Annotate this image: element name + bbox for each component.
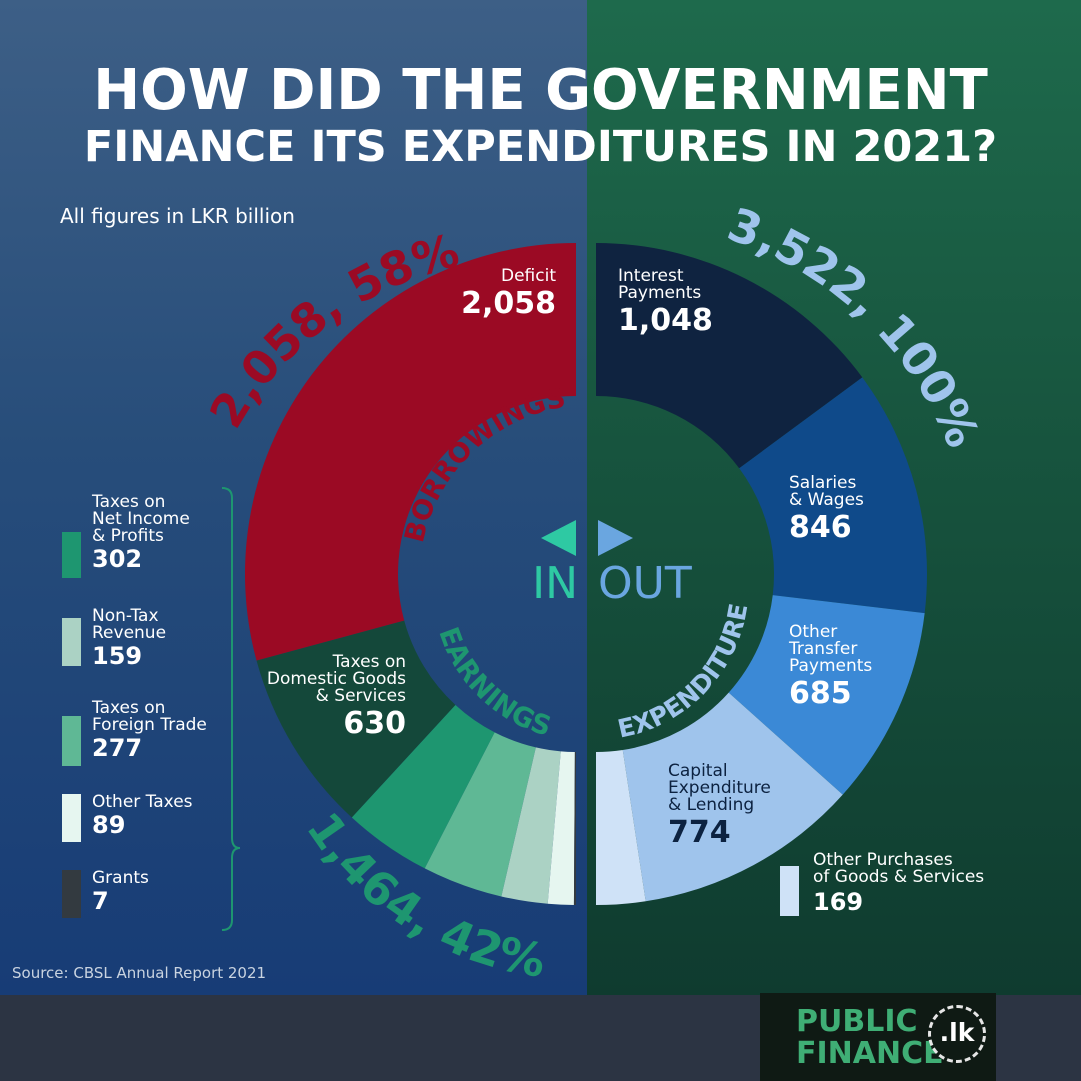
inflow-slice-grants: [573, 752, 576, 905]
legend-swatch: [62, 618, 81, 666]
center-in-label: IN: [532, 558, 578, 609]
in-arrow-icon: [541, 520, 576, 556]
logo-seal-icon: .lk: [928, 1005, 986, 1063]
legend-bracket: [221, 487, 241, 931]
inflow-slice-taxes-on-net-income-profits: [351, 704, 495, 869]
inflow-slice-non-tax-revenue: [501, 747, 561, 904]
label-domestic-goods: Taxes on Domestic Goods & Services 630: [266, 652, 406, 741]
center-out-label: OUT: [598, 558, 692, 609]
outflow-slice-other-purchases-of-goods-services: [596, 749, 646, 905]
label-other-transfer: Other Transfer Payments 685: [789, 622, 873, 711]
inflow-slice-other-taxes: [547, 751, 575, 905]
label-interest-payments: Interest Payments 1,048: [618, 266, 713, 338]
outflow-slice-salaries-wages: [739, 377, 927, 614]
inflow-slices: [245, 243, 576, 905]
legend-swatch: [62, 794, 81, 842]
outflow-slice-other-transfer-payments: [728, 595, 925, 795]
label-capital-expenditure: Capital Expenditure & Lending 774: [668, 761, 771, 850]
legend-swatch: [780, 866, 799, 916]
logo-line-2: FINANCE: [796, 1036, 944, 1071]
title-line-1: HOW DID THE GOVERNMENT: [93, 58, 988, 123]
legend-swatch: [62, 532, 81, 578]
subtitle: All figures in LKR billion: [60, 204, 295, 228]
label-salaries-wages: Salaries & Wages 846: [789, 473, 864, 545]
outflow-slice-capital-expenditure-lending: [622, 692, 843, 902]
logo-line-1: PUBLIC: [796, 1004, 918, 1039]
title-line-2: FINANCE ITS EXPENDITURES IN 2021?: [83, 122, 998, 172]
public-finance-logo: PUBLIC FINANCE .lk: [760, 993, 996, 1081]
inflow-slice-taxes-on-foreign-trade: [424, 732, 536, 897]
outflow-slice-interest-payments: [596, 243, 863, 469]
legend-swatch: [62, 716, 81, 766]
legend-swatch: [62, 870, 81, 918]
out-arrow-icon: [598, 520, 633, 556]
label-deficit: Deficit 2,058: [461, 266, 556, 321]
source-note: Source: CBSL Annual Report 2021: [12, 964, 267, 982]
inflow-slice-taxes-on-domestic-goods-services: [256, 620, 456, 818]
inflow-slice-deficit: [245, 243, 576, 661]
outflow-slices: [596, 243, 927, 905]
